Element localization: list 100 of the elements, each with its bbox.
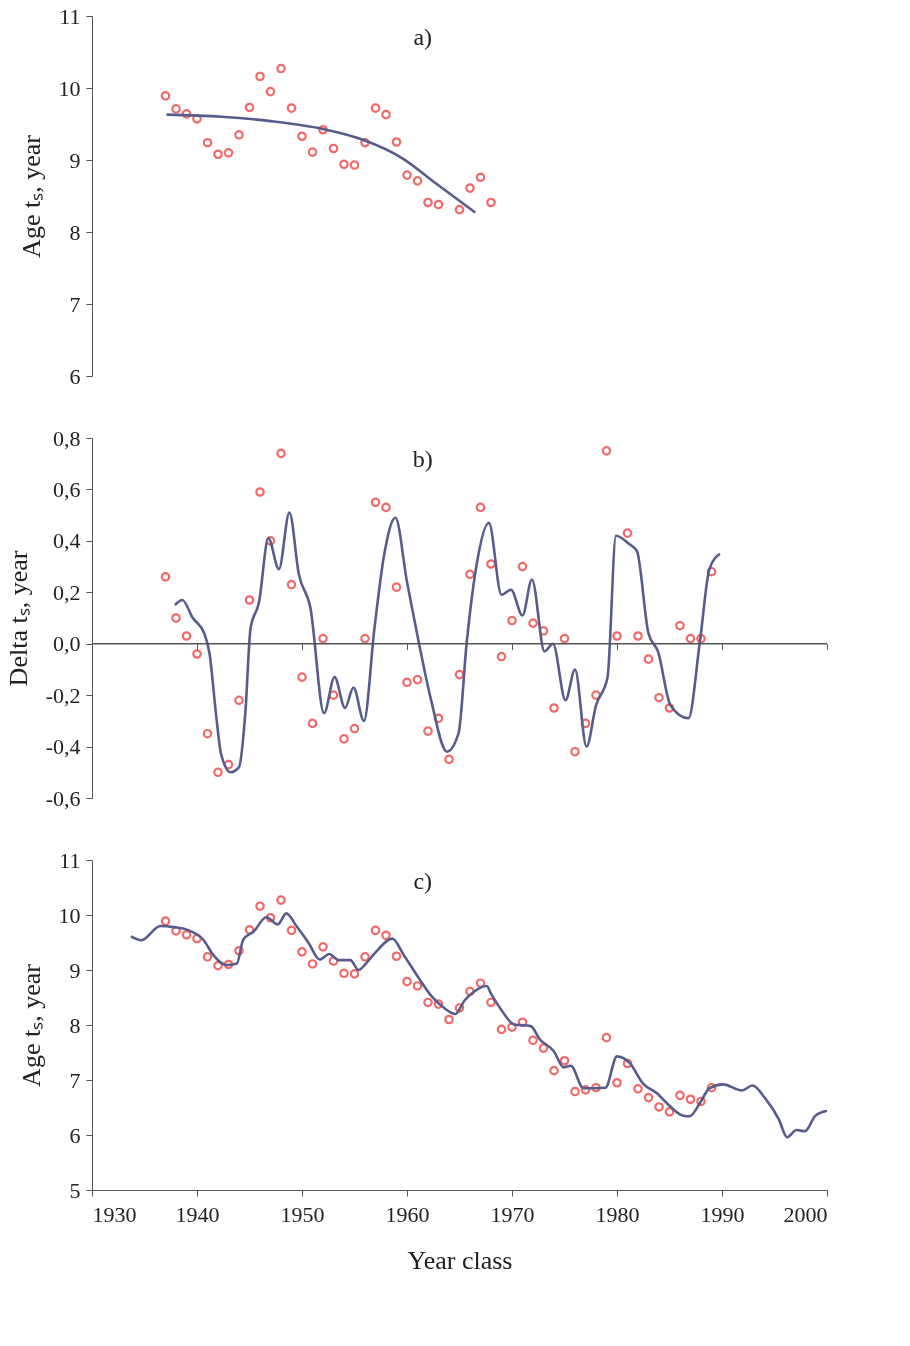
x-axis-title: Year class (407, 1245, 513, 1275)
point (475, 502, 486, 513)
point (612, 631, 622, 641)
chart-title: b) (412, 446, 433, 472)
point (381, 502, 391, 513)
point (412, 674, 423, 685)
point (370, 497, 381, 508)
line-series (129, 912, 829, 1139)
point (171, 613, 181, 623)
point (318, 124, 328, 135)
y-axis-title: Age tₛ, year (16, 963, 46, 1087)
point (244, 102, 255, 113)
chart-title: c) (413, 868, 433, 894)
point (244, 595, 255, 605)
point (486, 559, 496, 569)
y-tick-label: -0,6 (45, 785, 81, 811)
y-tick-label: 10 (58, 75, 81, 101)
y-tick-label: 6 (69, 363, 81, 389)
point (465, 569, 475, 580)
point (328, 143, 339, 154)
point (181, 109, 192, 119)
point (538, 626, 549, 636)
point (276, 63, 286, 74)
point (160, 91, 171, 101)
y-tick-label: 6 (69, 1122, 81, 1148)
x-tick-label: 1970 (490, 1201, 535, 1227)
y-tick-label: 7 (69, 1067, 81, 1093)
point (171, 104, 181, 114)
point (591, 690, 601, 700)
point (192, 649, 202, 659)
point (192, 114, 202, 124)
chart-title: a) (413, 24, 433, 50)
point (202, 728, 213, 739)
y-tick-label: 9 (69, 957, 81, 983)
point (349, 160, 360, 170)
point (433, 713, 444, 724)
point (402, 677, 412, 688)
x-tick-label: 1960 (385, 1201, 430, 1227)
point (528, 618, 538, 628)
point (255, 71, 265, 82)
x-tick-label: 1940 (175, 1201, 220, 1227)
point (465, 183, 475, 193)
point (643, 654, 654, 664)
point (706, 566, 717, 577)
point (570, 746, 580, 757)
point (202, 137, 213, 148)
point (265, 86, 276, 97)
point (307, 718, 318, 729)
line-series (173, 511, 722, 774)
x-tick-label: 1990 (700, 1201, 745, 1227)
y-tick-label: 10 (58, 902, 81, 928)
point (349, 723, 360, 734)
point (402, 170, 412, 180)
point (360, 633, 370, 644)
y-tick-label: 9 (69, 147, 81, 173)
point (213, 767, 223, 778)
y-axis-title: Age tₛ, year (16, 134, 46, 258)
point (307, 147, 318, 157)
point (633, 631, 643, 641)
x-tick-label: 1980 (595, 1201, 640, 1227)
point (475, 172, 486, 183)
point (444, 754, 454, 765)
x-tick-label: 2000 (783, 1201, 828, 1227)
point (286, 579, 297, 590)
point (286, 103, 297, 113)
point (517, 561, 528, 572)
point (255, 487, 265, 497)
y-tick-label: 0,8 (53, 425, 81, 451)
point (433, 199, 444, 210)
x-tick-label: 1930 (92, 1201, 137, 1227)
point (391, 137, 402, 147)
y-tick-label: 0,0 (53, 631, 81, 657)
y-tick-label: 8 (69, 219, 81, 245)
point (234, 130, 244, 140)
point (339, 159, 349, 170)
point (318, 633, 328, 644)
point (549, 703, 559, 713)
y-tick-label: 0,6 (53, 476, 81, 502)
y-tick-label: 11 (59, 3, 81, 29)
point (181, 631, 192, 641)
point (507, 615, 517, 626)
point (654, 692, 664, 703)
point (213, 149, 223, 160)
point (675, 620, 685, 631)
point (223, 759, 234, 770)
point (454, 204, 465, 215)
point (423, 726, 433, 736)
point (580, 718, 591, 729)
point (696, 633, 706, 644)
point (601, 446, 612, 456)
point (559, 633, 570, 644)
y-axis-title: Delta tₛ, year (3, 550, 33, 687)
y-tick-label: -0,2 (45, 682, 81, 708)
point (339, 734, 349, 744)
point (486, 197, 496, 208)
point (664, 703, 675, 713)
y-tick-label: -0,4 (45, 734, 81, 760)
point (234, 695, 244, 706)
y-tick-label: 8 (69, 1012, 81, 1038)
y-tick-label: 5 (69, 1177, 81, 1203)
